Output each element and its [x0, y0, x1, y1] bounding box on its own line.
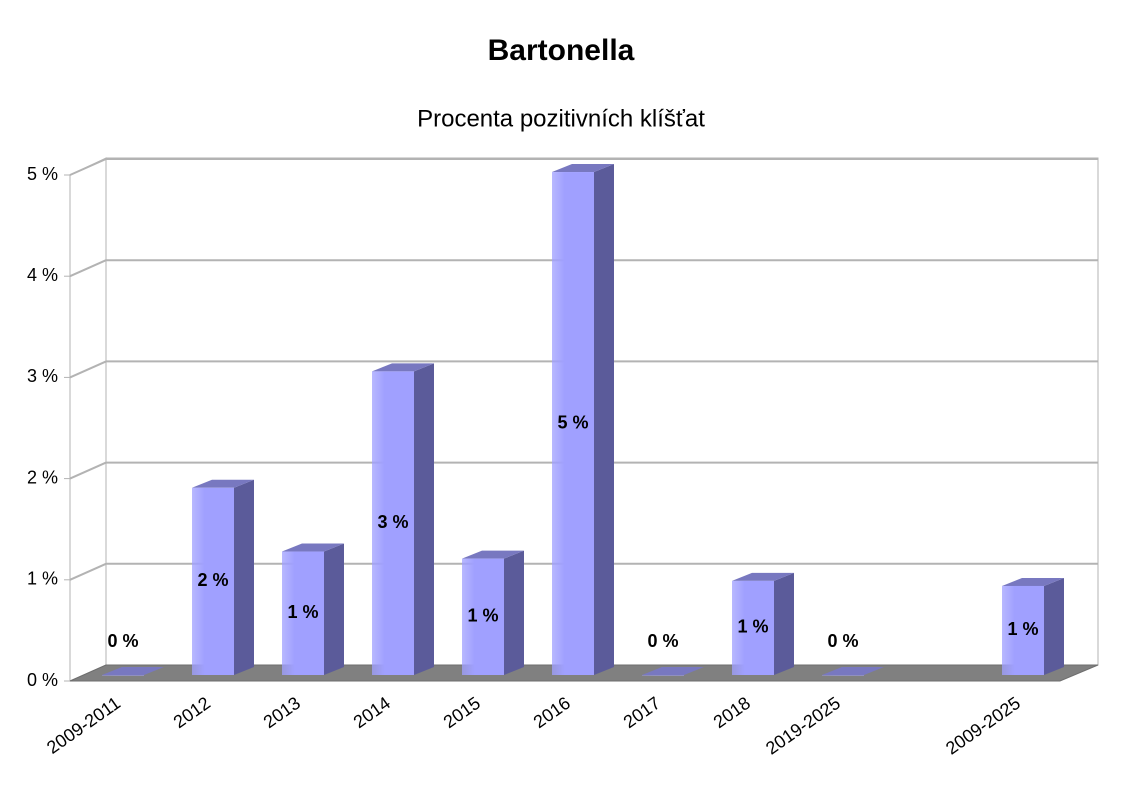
bar-top — [1002, 577, 1064, 586]
x-tick-label: 2017 — [620, 693, 664, 732]
bar-side — [774, 572, 794, 675]
bar-side — [504, 550, 524, 675]
y-tick-label: 0 % — [27, 670, 58, 690]
y-tick-label: 1 % — [27, 569, 58, 589]
value-label: 0 % — [647, 631, 678, 651]
x-tick-label: 2012 — [170, 693, 214, 732]
value-label: 0 % — [107, 631, 138, 651]
y-tick-label: 5 % — [27, 164, 58, 184]
bar-top — [192, 479, 254, 488]
bar — [192, 487, 234, 675]
grid-line — [69, 158, 107, 176]
side-wall — [69, 157, 107, 682]
y-tick-label: 3 % — [27, 366, 58, 386]
bar-top — [102, 667, 164, 675]
grid-line — [69, 259, 107, 278]
x-tick-label: 2013 — [260, 693, 304, 732]
value-label: 1 % — [1007, 619, 1038, 639]
value-label: 5 % — [557, 412, 588, 432]
bar-top — [552, 164, 614, 173]
value-label: 1 % — [467, 606, 498, 626]
y-tick-label: 2 % — [27, 467, 58, 487]
bar-top — [462, 550, 524, 559]
bar — [372, 371, 414, 675]
bar — [732, 580, 774, 675]
bar-top — [822, 667, 884, 675]
grid-line — [69, 360, 107, 379]
bar-top — [282, 543, 344, 552]
bar-top — [372, 363, 434, 372]
bar — [642, 675, 684, 676]
value-label: 1 % — [737, 617, 768, 637]
x-tick-label: 2019-2025 — [762, 693, 844, 759]
bar — [102, 675, 144, 676]
value-label: 2 % — [197, 570, 228, 590]
value-label: 1 % — [287, 602, 318, 622]
x-tick-label: 2009-2011 — [43, 693, 124, 758]
bar — [282, 551, 324, 675]
bar-side — [324, 543, 344, 675]
chart-subtitle: Procenta pozitivních klíšťat — [417, 105, 705, 132]
y-tick-label: 4 % — [27, 265, 58, 285]
chart-title: Bartonella — [488, 34, 635, 67]
bar — [822, 675, 864, 676]
x-tick-label: 2016 — [530, 693, 574, 732]
bar — [552, 172, 594, 675]
bar-side — [234, 479, 254, 675]
x-tick-label: 2014 — [350, 693, 394, 732]
bar-top — [642, 667, 704, 675]
value-label: 0 % — [827, 631, 858, 651]
grid-line — [69, 461, 107, 480]
x-tick-label: 2018 — [710, 693, 754, 732]
bar-top — [732, 572, 794, 581]
bar-side — [414, 363, 434, 675]
grid-line — [69, 562, 107, 581]
x-tick-label: 2015 — [440, 693, 484, 732]
x-tick-label: 2009-2025 — [942, 693, 1024, 759]
bar-side — [594, 164, 614, 675]
bar-side — [1044, 577, 1064, 675]
bar — [1002, 585, 1044, 675]
bar — [462, 558, 504, 675]
value-label: 3 % — [377, 512, 408, 532]
